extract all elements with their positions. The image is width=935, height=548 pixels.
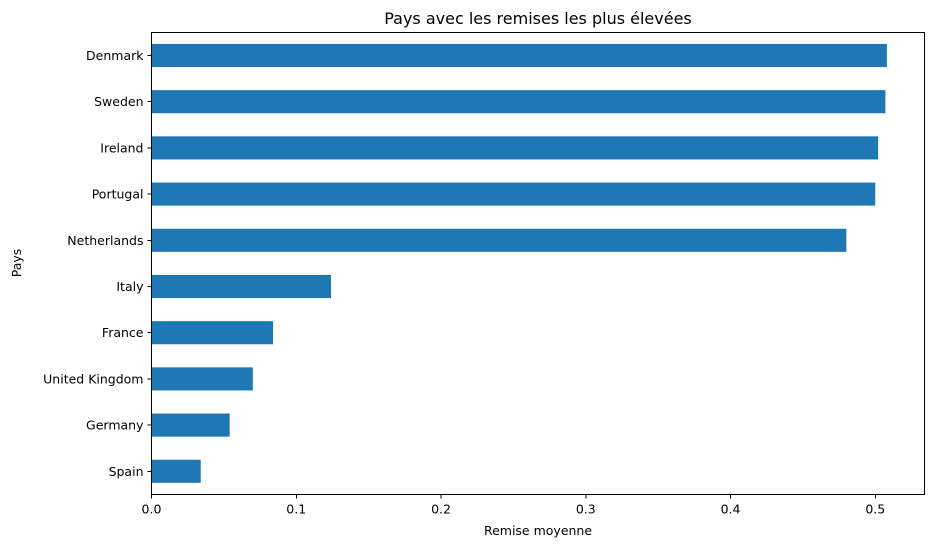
y-axis-label: Pays <box>9 249 24 278</box>
x-axis-label: Remise moyenne <box>484 523 592 538</box>
x-tick-label: 0.2 <box>431 502 451 517</box>
bar-sweden <box>151 90 886 114</box>
y-tick-label: Ireland <box>100 140 143 155</box>
x-tick-label: 0.3 <box>576 502 596 517</box>
x-tick-label: 0.5 <box>865 502 885 517</box>
y-ticks-layer: Denmark Sweden Ireland Portugal Netherlands I… <box>43 48 152 479</box>
y-tick-label: France <box>102 325 144 340</box>
x-tick-label: 0.4 <box>721 502 741 517</box>
bar-portugal <box>151 182 876 206</box>
bar-netherlands <box>151 228 847 252</box>
y-tick-label: Netherlands <box>67 233 143 248</box>
bar-italy <box>151 274 331 299</box>
chart-title: Pays avec les remises les plus élevées <box>384 9 692 28</box>
bar-france <box>151 321 274 345</box>
bars-layer <box>151 43 887 483</box>
bar-spain <box>151 459 201 483</box>
x-tick-label: 0.1 <box>286 502 306 517</box>
bar-ireland <box>151 136 879 160</box>
y-tick-label: Denmark <box>86 48 144 63</box>
x-ticks-layer: 0.0 0.1 0.2 0.3 0.4 0.5 <box>142 494 885 517</box>
y-tick-label: Spain <box>109 464 144 479</box>
y-tick-label: Germany <box>86 418 144 433</box>
bar-denmark <box>151 43 887 68</box>
bar-germany <box>151 413 230 437</box>
y-tick-label: United Kingdom <box>43 371 143 386</box>
x-tick-label: 0.0 <box>142 502 162 517</box>
plot-frame <box>151 32 925 495</box>
bar-united-kingdom <box>151 367 253 391</box>
y-tick-label: Italy <box>116 279 144 294</box>
y-tick-label: Portugal <box>92 187 144 202</box>
y-tick-label: Sweden <box>94 94 143 109</box>
